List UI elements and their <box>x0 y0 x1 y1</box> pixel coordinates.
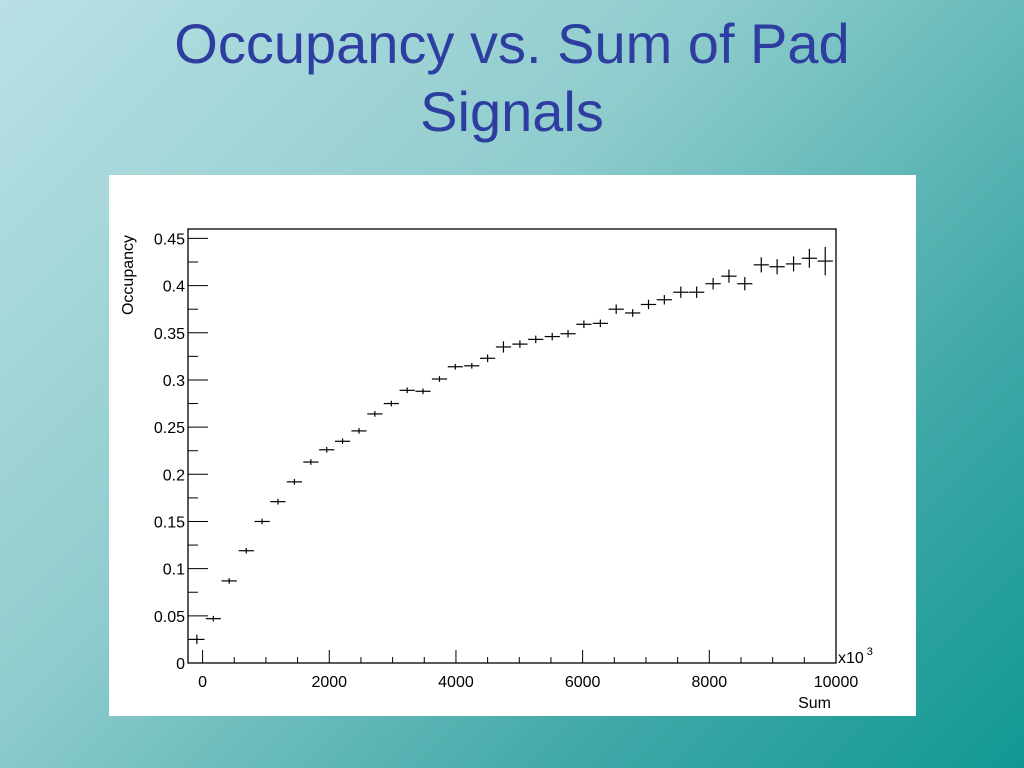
data-point <box>399 387 415 394</box>
data-point <box>656 295 672 305</box>
data-point <box>608 304 624 314</box>
slide-title-line1: Occupancy vs. Sum of Pad <box>174 12 850 75</box>
data-point <box>576 320 592 329</box>
data-point <box>464 362 480 369</box>
y-tick-label: 0.05 <box>154 609 185 626</box>
x-tick-label: 0 <box>198 674 207 691</box>
y-tick-label: 0.2 <box>163 467 185 484</box>
x-axis-ticks: 0 2000 4000 6000 8000 10000 <box>198 650 858 691</box>
data-point <box>544 332 560 341</box>
data-points <box>189 246 833 645</box>
x-tick-label: 8000 <box>692 674 728 691</box>
y-tick-label: 0.45 <box>154 231 185 248</box>
x-tick-label: 10000 <box>814 674 859 691</box>
data-point <box>303 459 319 465</box>
data-point <box>415 388 431 395</box>
y-axis-ticks: 0 0.05 0.1 0.15 0.2 0.25 0.3 0.35 0.4 0.45 <box>154 231 208 673</box>
data-point <box>254 518 270 525</box>
data-point <box>205 615 221 622</box>
data-point <box>625 309 641 317</box>
data-point <box>801 248 817 268</box>
x-tick-label: 2000 <box>311 674 347 691</box>
x-tick-label: 6000 <box>565 674 601 691</box>
plot-panel: 0 2000 4000 6000 8000 10000 0 0.05 0.1 0.15 0.2 0.… <box>109 175 916 716</box>
slide-title: Occupancy vs. Sum of Pad Signals <box>0 10 1024 146</box>
y-tick-label: 0.35 <box>154 326 185 343</box>
data-point <box>367 411 383 417</box>
slide-title-line2: Signals <box>420 80 604 143</box>
data-point <box>753 257 769 273</box>
data-point <box>528 335 544 344</box>
data-point <box>705 278 721 290</box>
data-point <box>221 578 237 584</box>
data-point <box>447 363 463 370</box>
data-point <box>512 340 528 348</box>
data-point <box>737 277 753 291</box>
data-point <box>640 299 657 310</box>
data-point <box>319 446 335 453</box>
x-axis-multiplier-base: x10 <box>838 650 864 667</box>
data-point <box>480 354 496 363</box>
data-point <box>270 498 286 505</box>
data-point <box>592 319 608 328</box>
data-point <box>673 286 689 298</box>
data-point <box>817 246 833 276</box>
data-point <box>769 259 785 275</box>
y-tick-label: 0 <box>176 656 185 673</box>
y-tick-label: 0.3 <box>163 373 185 390</box>
x-axis-multiplier: x10 3 <box>838 646 873 667</box>
y-tick-label: 0.25 <box>154 420 185 437</box>
data-point <box>286 479 303 485</box>
x-axis-title: Sum <box>798 695 831 712</box>
data-point <box>238 547 254 554</box>
data-point <box>495 341 512 353</box>
y-tick-label: 0.1 <box>163 562 185 579</box>
data-point <box>189 634 205 645</box>
data-point <box>721 269 737 283</box>
plot-frame <box>187 228 837 664</box>
data-point <box>785 256 802 272</box>
y-tick-label: 0.4 <box>163 279 185 296</box>
data-point <box>560 329 576 338</box>
y-tick-label: 0.15 <box>154 514 185 531</box>
data-point <box>334 438 351 445</box>
data-point <box>351 428 367 434</box>
y-axis-title: Occupancy <box>120 235 137 315</box>
data-point <box>431 376 448 382</box>
occupancy-scatter-plot: 0 2000 4000 6000 8000 10000 0 0.05 0.1 0.15 0.2 0.… <box>120 228 873 712</box>
x-tick-label: 4000 <box>438 674 474 691</box>
data-point <box>383 400 399 407</box>
data-point <box>689 286 705 298</box>
x-axis-multiplier-exponent: 3 <box>867 646 873 658</box>
